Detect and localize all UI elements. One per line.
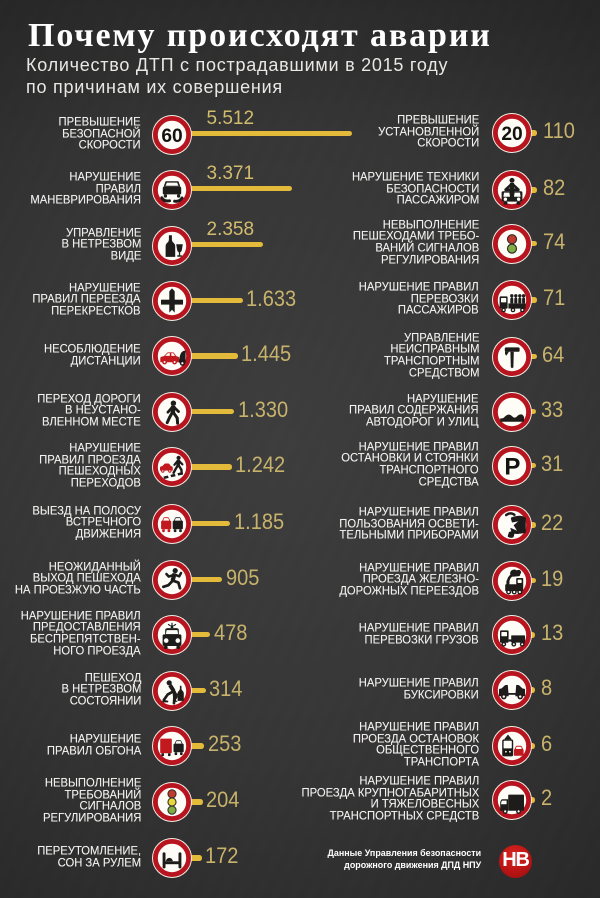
svg-text:20: 20 [501,124,522,145]
svg-text:60: 60 [161,126,182,147]
svg-text:P: P [504,453,520,480]
